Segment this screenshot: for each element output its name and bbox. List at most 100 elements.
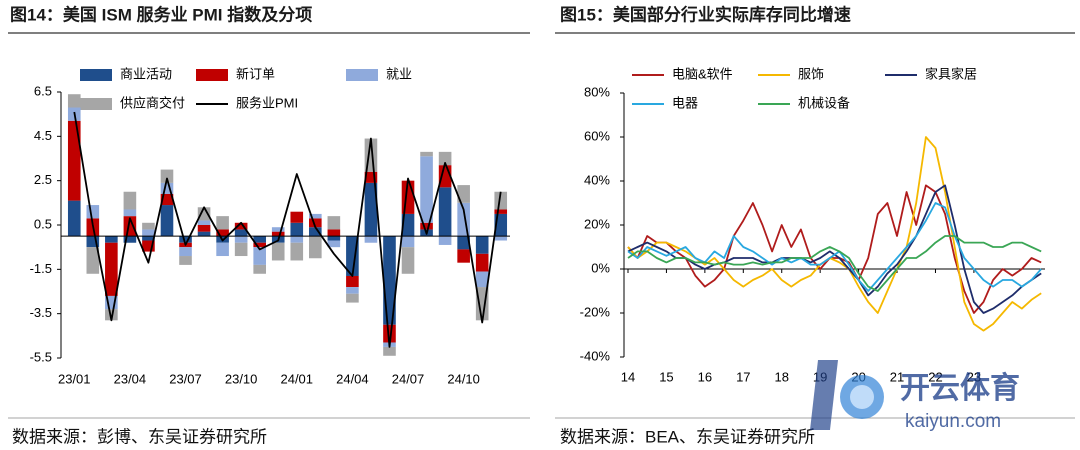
bar — [494, 209, 508, 214]
x-tick-label: 23 — [967, 369, 981, 384]
watermark-logo — [850, 385, 874, 409]
bar — [271, 227, 285, 232]
bar — [364, 171, 378, 183]
bar — [475, 253, 489, 272]
legend-swatch — [80, 98, 112, 110]
y-tick-label: 4.5 — [34, 128, 52, 143]
y-tick-label: 20% — [584, 216, 610, 231]
bar — [197, 231, 211, 237]
bar — [327, 240, 341, 248]
bar — [86, 205, 100, 219]
bar — [197, 220, 211, 225]
y-tick-label: -1.5 — [30, 261, 52, 276]
bar — [197, 207, 211, 221]
bar — [234, 236, 248, 243]
bar — [253, 247, 266, 265]
bar — [179, 236, 192, 243]
bar — [494, 236, 508, 241]
bar — [142, 240, 155, 252]
legend-label: 服务业PMI — [236, 95, 298, 110]
bar — [309, 213, 322, 219]
bar — [346, 287, 359, 294]
bar — [123, 209, 137, 217]
x-tick-label: 24/10 — [447, 371, 480, 386]
series-line — [627, 235, 1042, 292]
bar — [290, 222, 304, 237]
legend-label: 家具家居 — [925, 66, 977, 81]
bar — [475, 271, 489, 288]
bar — [438, 187, 452, 237]
bar — [290, 242, 304, 261]
bar — [457, 236, 470, 250]
bar — [438, 236, 452, 245]
bar — [86, 247, 100, 274]
bar — [327, 236, 341, 241]
bar — [142, 222, 155, 230]
x-tick-label: 24/07 — [392, 371, 425, 386]
bar — [123, 236, 137, 243]
y-tick-label: -40% — [580, 348, 611, 363]
bar — [271, 231, 285, 237]
x-tick-label: 14 — [621, 369, 635, 384]
bar — [401, 213, 415, 237]
legend-swatch — [80, 69, 112, 81]
watermark-brand: 开云体育 — [900, 371, 1020, 405]
bar — [438, 151, 452, 166]
bar — [197, 225, 211, 232]
bar — [253, 242, 266, 248]
bar — [290, 211, 304, 223]
bar — [179, 247, 192, 257]
y-tick-label: 6.5 — [34, 83, 52, 98]
legend-swatch — [346, 69, 378, 81]
y-tick-label: 40% — [584, 172, 610, 187]
bar — [216, 229, 229, 237]
bar — [420, 222, 433, 230]
bar — [160, 182, 174, 194]
bar — [383, 346, 396, 356]
bar — [160, 205, 174, 237]
legend-label: 服饰 — [798, 66, 824, 81]
bar — [327, 216, 341, 230]
series-line — [627, 184, 1042, 314]
y-tick-label: -20% — [580, 304, 611, 319]
bar — [142, 229, 155, 237]
legend-label: 商业活动 — [120, 66, 172, 81]
bar — [327, 229, 341, 237]
x-tick-label: 23/07 — [169, 371, 202, 386]
watermark-site: kaiyun.com — [905, 411, 1001, 432]
bar — [271, 242, 285, 261]
x-tick-label: 17 — [736, 369, 750, 384]
bar — [364, 182, 378, 237]
bar — [253, 236, 266, 243]
x-tick-label: 23/04 — [114, 371, 147, 386]
bar — [105, 309, 118, 321]
bar — [67, 94, 81, 108]
y-tick-label: -3.5 — [30, 305, 52, 320]
x-tick-label: 21 — [890, 369, 904, 384]
x-tick-label: 24/04 — [336, 371, 369, 386]
legend-label: 新订单 — [236, 66, 275, 81]
bar — [457, 185, 470, 203]
bar — [86, 236, 100, 248]
bar — [401, 247, 415, 274]
bar — [123, 191, 137, 210]
bar — [364, 236, 378, 243]
y-tick-label: 2.5 — [34, 172, 52, 187]
bar — [494, 191, 508, 210]
legend-label: 电器 — [672, 95, 698, 110]
watermark-logo — [810, 360, 838, 430]
bar — [234, 242, 248, 257]
bar — [216, 216, 229, 230]
bar — [179, 256, 192, 265]
chart-title: 图15：美国部分行业实际库存同比增速 — [560, 4, 851, 24]
legend-label: 电脑&软件 — [672, 66, 733, 81]
watermark: 开云体育 kaiyun.com — [810, 360, 1020, 432]
bar — [234, 222, 248, 230]
y-tick-label: 80% — [584, 84, 610, 99]
y-tick-label: 60% — [584, 128, 610, 143]
bar — [234, 229, 248, 237]
bar — [346, 293, 359, 303]
